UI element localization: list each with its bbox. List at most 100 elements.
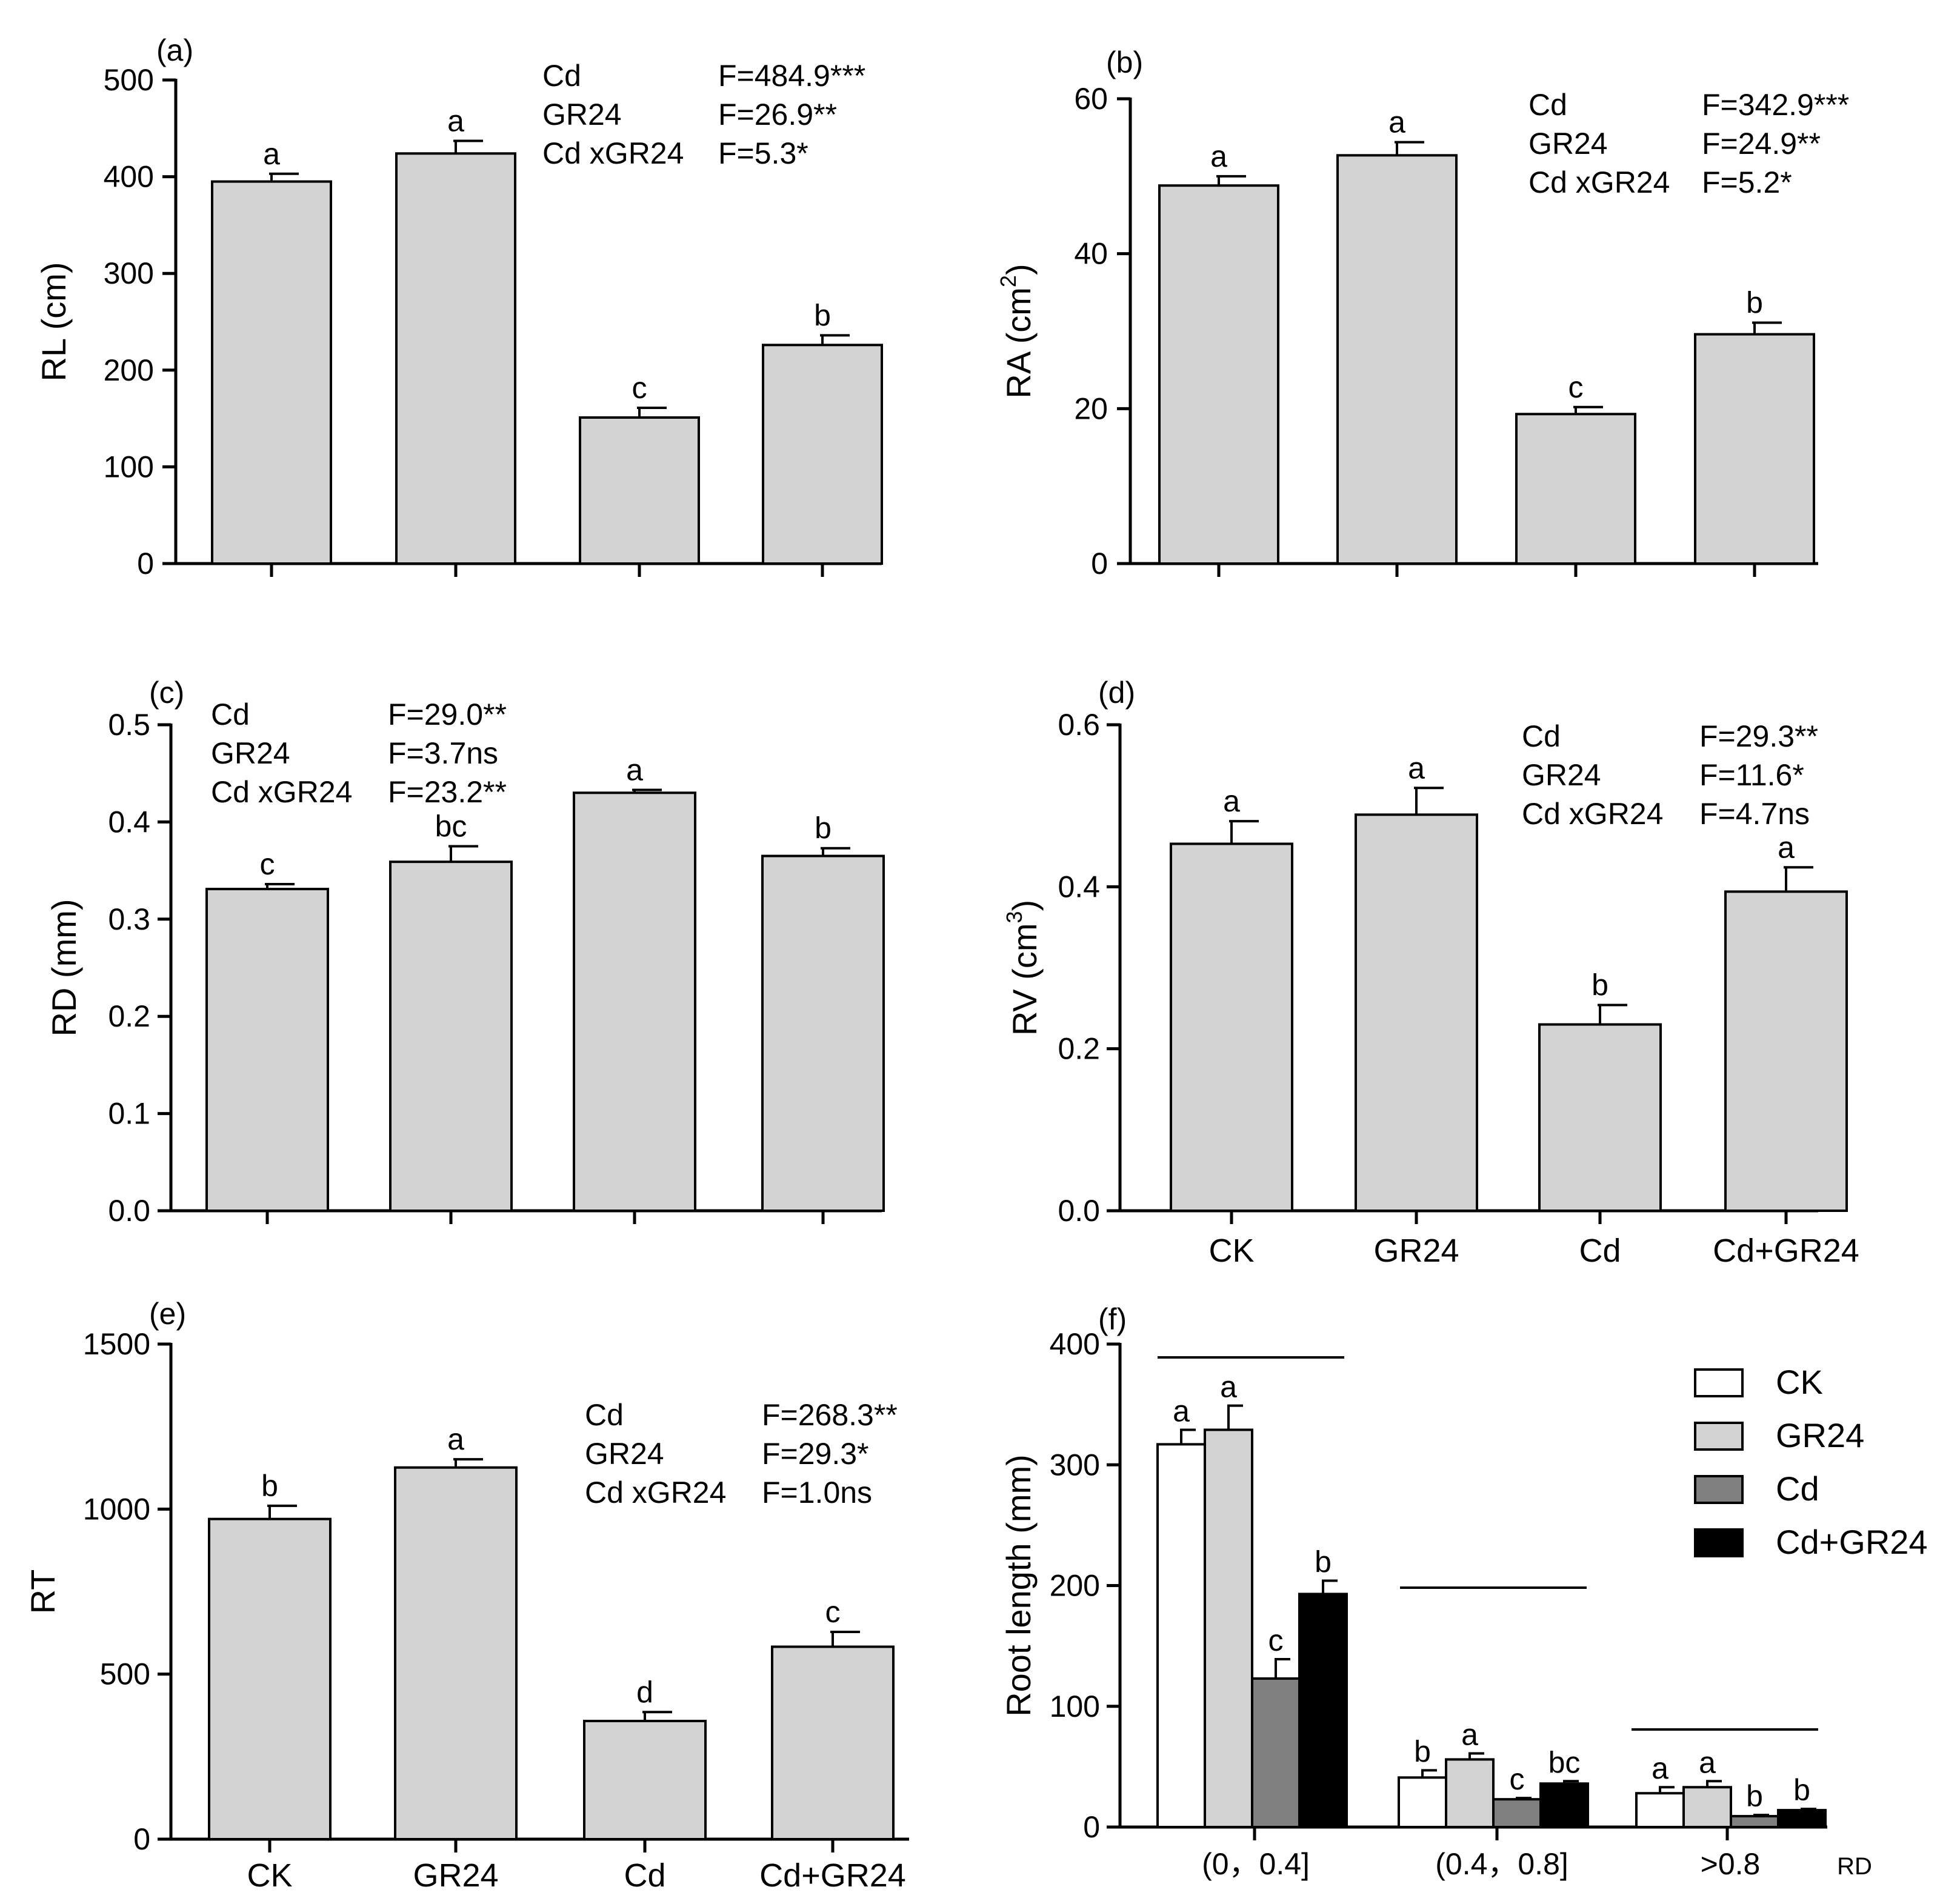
significance-letter: a <box>1778 830 1795 864</box>
significance-letter: a <box>263 137 280 171</box>
chart-panel-b: (b) 0 20 40 60 RA (cm2) a a c b Cd F=342.9*** GR24 F=… <box>996 45 1849 581</box>
legend-label: CK <box>1776 1363 1823 1401</box>
anova-factor: GR24 <box>542 98 622 131</box>
y-tick-label: 0.4 <box>108 805 150 839</box>
anova-f-value: F=1.0ns <box>762 1476 872 1510</box>
anova-f-value: F=342.9*** <box>1702 88 1849 122</box>
y-tick-label: 1000 <box>83 1492 150 1526</box>
significance-letter: c <box>632 371 647 405</box>
legend-swatch <box>1694 1368 1744 1397</box>
bar <box>1158 184 1279 565</box>
y-tick-label: 500 <box>100 1657 150 1691</box>
anova-f-value: F=11.6* <box>1699 758 1804 792</box>
anova-factor: Cd <box>1528 88 1567 122</box>
anova-factor: Cd xGR24 <box>585 1476 726 1510</box>
panel-label: (d) <box>1098 676 1135 710</box>
significance-letter: c <box>260 847 275 881</box>
x-tick-label: Cd <box>624 1857 665 1894</box>
panel-label: (a) <box>156 33 193 67</box>
anova-factor: GR24 <box>211 736 290 770</box>
y-axis-label: RA (cm2) <box>996 264 1038 398</box>
anova-factor: GR24 <box>1528 127 1608 161</box>
significance-letter: b <box>1746 285 1763 319</box>
x-tick-label: CK <box>247 1857 292 1894</box>
bar <box>389 860 513 1212</box>
anova-f-value: F=26.9** <box>718 98 837 131</box>
significance-letter: a <box>1173 1394 1190 1428</box>
y-tick-label: 0.6 <box>1058 708 1100 742</box>
bar-cd-gr24 <box>1777 1809 1827 1828</box>
y-tick-label: 200 <box>104 353 154 387</box>
x-tick-label: (0，0.4] <box>1202 1847 1310 1881</box>
y-tick-label: 0 <box>137 547 154 581</box>
y-tick-label: 300 <box>104 256 154 290</box>
significance-letter: b <box>1592 968 1608 1002</box>
anova-f-value: F=29.3* <box>762 1437 869 1471</box>
anova-factor: Cd <box>1522 719 1561 753</box>
significance-letter: d <box>636 1675 653 1709</box>
significance-letter: a <box>1699 1745 1716 1779</box>
bar <box>394 1466 518 1840</box>
x-tick-label: >0.8 <box>1701 1847 1761 1881</box>
panel-label: (f) <box>1098 1302 1127 1336</box>
y-tick-label: 400 <box>104 160 154 194</box>
significance-letter: a <box>1461 1717 1478 1751</box>
significance-letter: a <box>1652 1751 1668 1785</box>
y-axis-label: RL (cm) <box>35 262 73 381</box>
legend-swatch <box>1694 1422 1744 1451</box>
bar-cd <box>1492 1798 1542 1829</box>
anova-factor: Cd <box>585 1398 624 1432</box>
significance-letter: a <box>1388 105 1405 139</box>
significance-letter: c <box>1568 370 1584 404</box>
y-tick-label: 200 <box>1050 1569 1100 1603</box>
anova-factor: GR24 <box>1522 758 1601 792</box>
x-tick-label: Cd+GR24 <box>1713 1233 1859 1269</box>
y-tick-label: 0.0 <box>108 1194 150 1228</box>
legend-swatch <box>1694 1528 1744 1557</box>
bar <box>583 1720 707 1840</box>
y-axis-label-text: Root length (mm) <box>999 1454 1038 1717</box>
y-tick-label: 1500 <box>83 1327 150 1361</box>
y-tick-label: 40 <box>1074 237 1108 271</box>
y-tick-label: 0.1 <box>108 1097 150 1131</box>
bar-gr24 <box>1445 1758 1495 1828</box>
bar <box>762 344 883 565</box>
y-tick-label: 0 <box>133 1822 150 1856</box>
significance-letter: b <box>1793 1773 1810 1807</box>
legend-label: GR24 <box>1776 1416 1864 1454</box>
anova-factor: Cd xGR24 <box>211 775 352 809</box>
significance-letter: bc <box>1548 1745 1581 1779</box>
y-tick-label: 60 <box>1074 82 1108 116</box>
y-tick-label: 0 <box>1083 1810 1100 1844</box>
y-tick-label: 0.2 <box>1058 1032 1100 1066</box>
bar-cd <box>1730 1815 1779 1828</box>
y-tick-label: 20 <box>1074 391 1108 425</box>
chart-panel-d: (d) 0.0 0.2 0.4 0.6 RV (cm3) a CK a GR24 b Cd a Cd+GR… <box>1002 676 1859 1269</box>
y-axis-label: RT <box>24 1569 62 1614</box>
y-tick-label: 0.3 <box>108 902 150 936</box>
significance-letter: b <box>814 298 831 332</box>
y-tick-label: 100 <box>104 450 154 484</box>
chart-panel-a: (a) 0 100 200 300 400 500 RL (cm) a a c b Cd F=484.9*… <box>35 33 883 581</box>
x-tick-label: Cd+GR24 <box>759 1857 906 1894</box>
significance-letter: b <box>1414 1734 1431 1768</box>
bar <box>395 152 516 565</box>
significance-letter: a <box>626 753 643 787</box>
significance-letter: a <box>1220 1370 1237 1404</box>
bar <box>1724 890 1848 1213</box>
x-tick-label: GR24 <box>1373 1233 1459 1269</box>
bar <box>1515 413 1636 565</box>
significance-letter: b <box>261 1469 278 1503</box>
anova-factor: GR24 <box>585 1437 664 1471</box>
bar <box>211 180 332 565</box>
bar <box>1538 1023 1662 1212</box>
legend-label: Cd+GR24 <box>1776 1523 1928 1561</box>
anova-f-value: F=24.9** <box>1702 127 1821 161</box>
anova-f-value: F=29.0** <box>388 697 507 731</box>
panel-label: (e) <box>149 1297 186 1331</box>
x-tick-label: (0.4，0.8] <box>1435 1847 1568 1881</box>
bar <box>1170 842 1293 1212</box>
significance-letter: c <box>1510 1762 1525 1796</box>
